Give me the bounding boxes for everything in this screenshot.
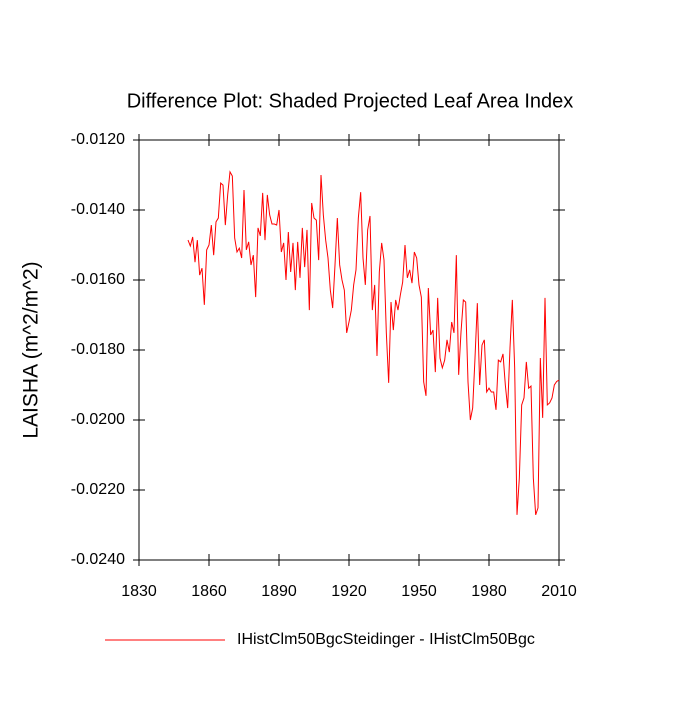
plot-frame (138, 139, 560, 561)
y-tick-label: -0.0220 (71, 481, 125, 498)
x-tick-label: 1860 (191, 583, 227, 600)
y-tick-label: -0.0180 (71, 341, 125, 358)
y-tick-label: -0.0200 (71, 411, 125, 428)
y-axis-label: LAISHA (m^2/m^2) (20, 261, 43, 438)
x-tick-label: 1920 (331, 583, 367, 600)
x-tick-label: 1830 (121, 583, 157, 600)
x-tick-label: 1950 (401, 583, 437, 600)
x-tick-label: 1980 (471, 583, 507, 600)
y-tick-label: -0.0120 (71, 131, 125, 148)
y-tick-label: -0.0240 (71, 551, 125, 568)
x-tick-label: 1890 (261, 583, 297, 600)
data-line (187, 170, 560, 516)
x-tick-label: 2010 (541, 583, 577, 600)
y-tick-label: -0.0140 (71, 201, 125, 218)
chart-title: Difference Plot: Shaded Projected Leaf A… (127, 90, 574, 112)
y-tick-label: -0.0160 (71, 271, 125, 288)
legend-label: IHistClm50BgcSteidinger - IHistClm50Bgc (237, 631, 535, 648)
